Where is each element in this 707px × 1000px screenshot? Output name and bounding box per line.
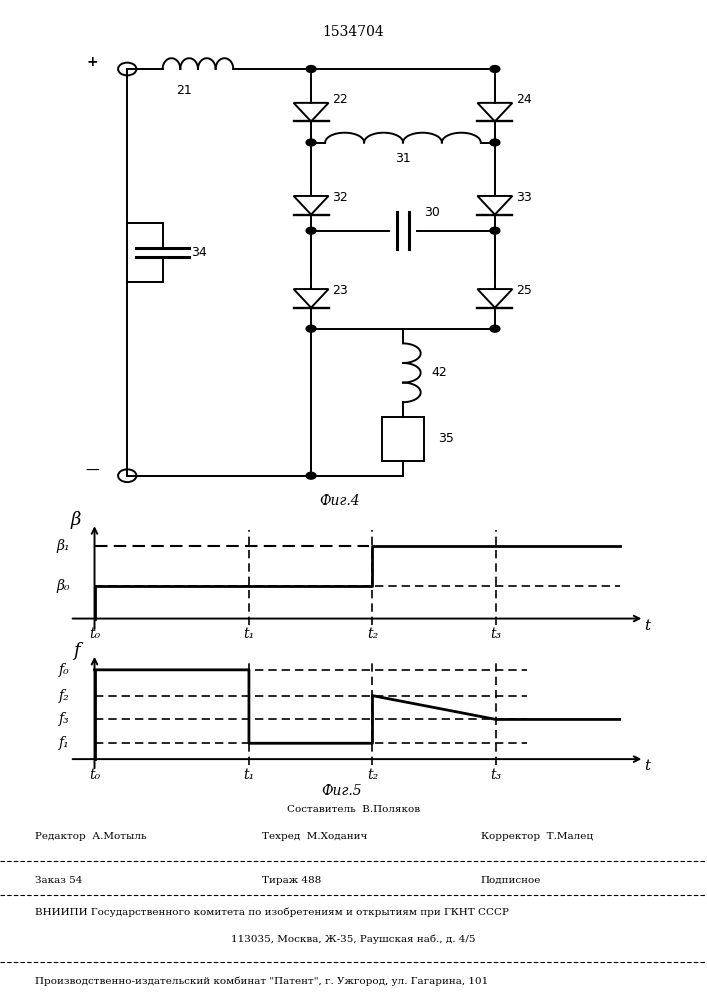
Text: f₂: f₂ <box>59 689 70 703</box>
Circle shape <box>306 325 316 332</box>
Text: f₀: f₀ <box>59 663 70 677</box>
Circle shape <box>490 139 500 146</box>
Text: t₁: t₁ <box>243 768 255 782</box>
Text: f₁: f₁ <box>59 736 70 750</box>
Text: 32: 32 <box>332 191 348 204</box>
Text: t₂: t₂ <box>367 627 378 641</box>
Text: t₃: t₃ <box>491 768 502 782</box>
Text: 24: 24 <box>516 93 532 106</box>
Text: Фиг.5: Фиг.5 <box>321 784 362 798</box>
Text: Производственно-издательский комбинат "Патент", г. Ужгород, ул. Гагарина, 101: Производственно-издательский комбинат "П… <box>35 977 489 986</box>
Text: 23: 23 <box>332 284 348 297</box>
Text: t₂: t₂ <box>367 768 378 782</box>
Text: 30: 30 <box>424 206 440 219</box>
Text: ВНИИПИ Государственного комитета по изобретениям и открытиям при ГКНТ СССР: ВНИИПИ Государственного комитета по изоб… <box>35 908 509 917</box>
Text: f: f <box>73 642 79 660</box>
Text: 113035, Москва, Ж-35, Раушская наб., д. 4/5: 113035, Москва, Ж-35, Раушская наб., д. … <box>231 935 476 944</box>
Text: Фиг.4: Фиг.4 <box>319 494 360 508</box>
Circle shape <box>490 66 500 72</box>
Text: 1534704: 1534704 <box>322 25 385 39</box>
Text: Техред  М.Ходанич: Техред М.Ходанич <box>262 832 367 841</box>
Circle shape <box>306 227 316 234</box>
Text: Подписное: Подписное <box>481 876 541 885</box>
Text: β: β <box>71 511 81 529</box>
Text: t: t <box>644 759 650 773</box>
Text: 21: 21 <box>176 84 192 97</box>
Circle shape <box>306 139 316 146</box>
Text: 34: 34 <box>191 246 206 259</box>
Text: 33: 33 <box>516 191 532 204</box>
Text: β₁: β₁ <box>56 539 70 553</box>
Text: Редактор  А.Мотыль: Редактор А.Мотыль <box>35 832 147 841</box>
Circle shape <box>306 472 316 479</box>
Text: Тираж 488: Тираж 488 <box>262 876 321 885</box>
Circle shape <box>490 227 500 234</box>
Text: t₀: t₀ <box>89 627 100 641</box>
Text: Корректор  Т.Малец: Корректор Т.Малец <box>481 832 593 841</box>
Text: Заказ 54: Заказ 54 <box>35 876 83 885</box>
Text: f₃: f₃ <box>59 712 70 726</box>
Text: β₀: β₀ <box>56 579 70 593</box>
Text: t: t <box>644 619 650 633</box>
Text: Составитель  В.Поляков: Составитель В.Поляков <box>287 805 420 814</box>
Text: t₁: t₁ <box>243 627 255 641</box>
Circle shape <box>306 66 316 72</box>
Text: 22: 22 <box>332 93 348 106</box>
Bar <box>382 417 424 461</box>
Text: 35: 35 <box>438 432 454 445</box>
Text: 25: 25 <box>516 284 532 297</box>
Circle shape <box>490 325 500 332</box>
Text: 42: 42 <box>431 366 447 379</box>
Text: +: + <box>86 55 98 69</box>
Text: 31: 31 <box>395 152 411 165</box>
Text: t₀: t₀ <box>89 768 100 782</box>
Text: t₃: t₃ <box>491 627 502 641</box>
Text: —: — <box>85 464 99 478</box>
